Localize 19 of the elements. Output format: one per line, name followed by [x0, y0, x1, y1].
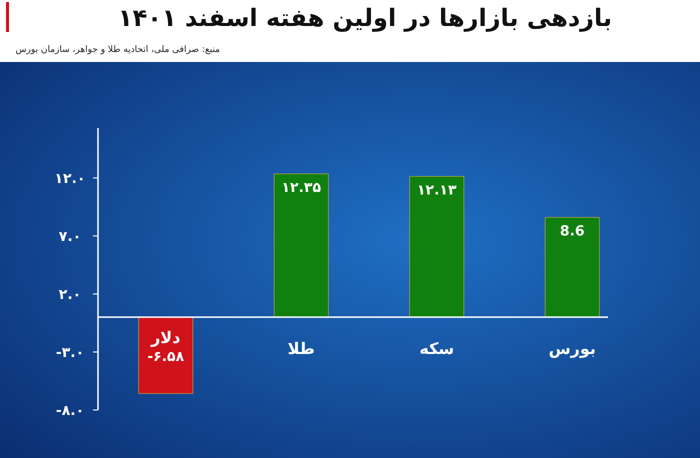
x-tick-label: دلار: [150, 328, 180, 348]
data-label: ۱۲.۳۵: [282, 180, 322, 196]
y-tick-label: ۱۲.۰: [54, 170, 86, 187]
x-tick-label: سکه: [419, 339, 454, 358]
bar: [274, 174, 329, 318]
data-label: 8.6: [560, 223, 585, 240]
bar: [138, 316, 194, 394]
x-tick-label: طلا: [288, 339, 315, 358]
y-tick-label: ۷.۰: [58, 228, 82, 245]
bar: [544, 217, 600, 318]
data-label: -۶.۵۸: [147, 349, 185, 366]
data-label: ۱۲.۱۳: [417, 182, 457, 198]
bar: [409, 176, 464, 318]
y-tick-label: -۸.۰: [56, 403, 84, 419]
y-tick-label: ۲.۰: [58, 286, 82, 303]
y-tick-label: -۳.۰: [56, 344, 84, 361]
chart-subtitle: منبع: صرافی ملی، اتحادیه طلا و جواهر، سازمان بورس: [16, 45, 220, 55]
x-tick-label: بورس: [548, 339, 596, 358]
chart-title: بازدهی بازارها در اولین هفته اسفند ۱۴۰۱: [118, 4, 612, 32]
